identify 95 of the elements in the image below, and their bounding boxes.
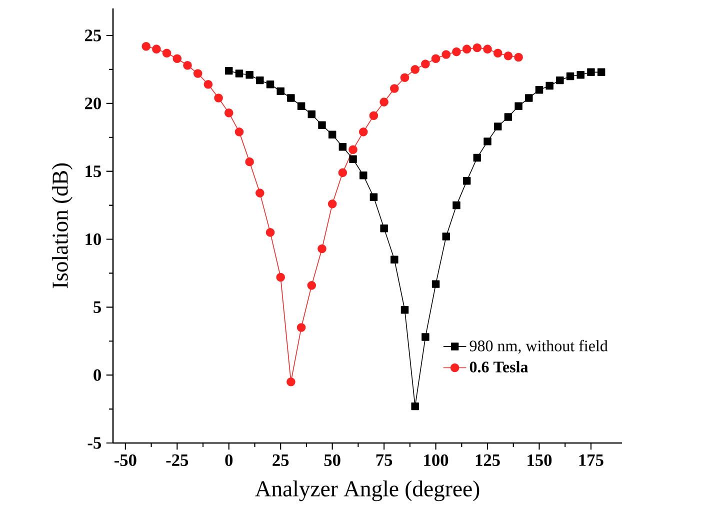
point — [422, 333, 430, 341]
point — [297, 102, 306, 110]
point — [245, 157, 254, 166]
point — [380, 224, 388, 232]
point — [266, 80, 274, 88]
point — [224, 108, 234, 118]
point — [431, 54, 440, 63]
point — [256, 76, 264, 84]
point — [266, 228, 275, 237]
point — [442, 232, 450, 240]
point — [472, 43, 482, 52]
point — [400, 73, 410, 82]
point — [318, 244, 326, 254]
point — [193, 69, 202, 78]
point — [576, 71, 584, 79]
point — [328, 200, 337, 208]
point — [514, 52, 523, 62]
point — [556, 76, 564, 84]
point — [442, 50, 451, 59]
point — [566, 72, 574, 80]
point — [235, 70, 244, 78]
point — [234, 128, 244, 136]
point — [286, 377, 296, 386]
y-axis-title: Isolation (dB) — [52, 163, 72, 288]
point — [318, 121, 326, 130]
y-tick-label: 10 — [86, 233, 101, 246]
point — [328, 130, 336, 139]
point — [338, 143, 347, 151]
y-tick-label: 5 — [94, 301, 101, 313]
point — [400, 306, 409, 314]
point — [411, 402, 419, 410]
x-tick-label: 100 — [424, 454, 448, 466]
point — [462, 176, 471, 185]
point — [348, 145, 358, 154]
point — [452, 47, 461, 56]
point — [225, 66, 233, 75]
point — [432, 280, 440, 288]
legend-label: 0.6 Tesla — [470, 361, 528, 373]
point — [183, 60, 192, 70]
x-tick-label: 175 — [579, 454, 604, 466]
point — [246, 71, 254, 79]
point — [493, 48, 502, 58]
x-tick-label: 50 — [324, 454, 340, 466]
y-tick-label: 0 — [94, 369, 101, 381]
point — [370, 193, 378, 201]
point — [546, 82, 554, 90]
x-tick-label: 0 — [225, 454, 233, 466]
point — [338, 168, 348, 178]
point — [296, 323, 306, 332]
point — [152, 44, 161, 54]
x-tick-label: 75 — [376, 454, 392, 466]
x-tick-label: 125 — [476, 454, 500, 466]
point — [172, 54, 182, 63]
y-tick-label: 20 — [85, 98, 101, 110]
point — [256, 188, 264, 198]
point — [494, 122, 502, 130]
point — [276, 272, 285, 282]
point — [421, 60, 430, 68]
point — [204, 80, 213, 89]
point — [535, 86, 544, 94]
point — [504, 113, 512, 121]
point — [369, 111, 378, 120]
point — [484, 138, 492, 146]
y-tick-label: 15 — [86, 166, 101, 178]
point — [410, 65, 420, 74]
point — [514, 102, 522, 110]
point — [142, 42, 151, 51]
point — [308, 110, 316, 118]
point — [360, 172, 368, 180]
x-tick-label: 25 — [272, 454, 289, 466]
point — [473, 154, 482, 162]
point — [307, 281, 316, 290]
point — [214, 94, 223, 102]
x-axis-title: Analyzer Angle (degree) — [255, 480, 480, 502]
y-tick-label: 25 — [85, 30, 101, 42]
legend-label: 980 nm, without field — [470, 340, 608, 354]
x-tick-label: -25 — [166, 454, 188, 466]
point — [287, 94, 295, 102]
point — [349, 155, 357, 163]
point — [452, 201, 460, 210]
y-tick-label: -5 — [88, 437, 101, 449]
point — [504, 51, 513, 60]
x-tick-label: -50 — [114, 454, 136, 466]
point — [358, 128, 368, 136]
point — [597, 68, 606, 76]
point — [276, 87, 284, 96]
point — [587, 68, 595, 76]
point — [390, 84, 399, 93]
point — [390, 256, 398, 264]
point — [462, 44, 472, 54]
point — [162, 48, 172, 58]
point — [483, 44, 492, 54]
point — [380, 98, 388, 106]
x-tick-label: 150 — [528, 454, 552, 466]
point — [525, 94, 533, 102]
